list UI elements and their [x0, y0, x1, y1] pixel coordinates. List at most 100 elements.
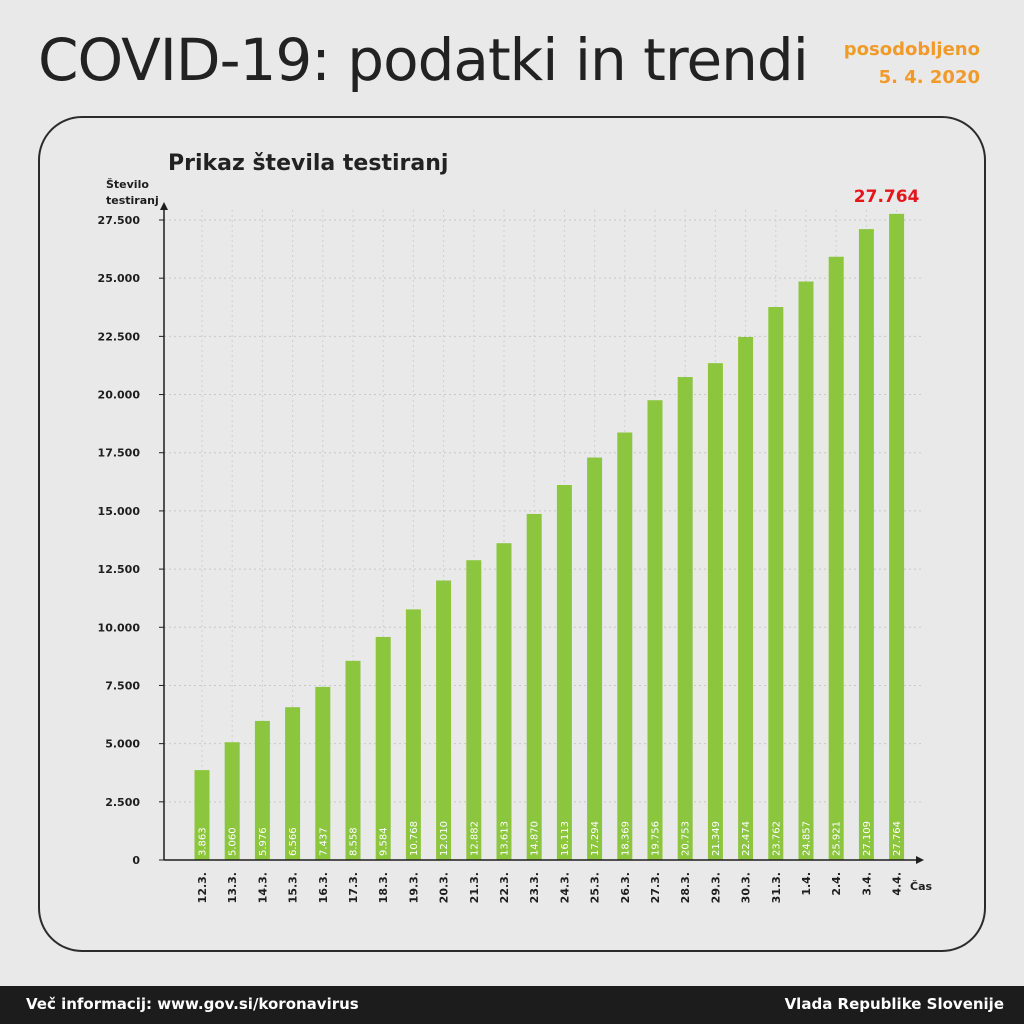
x-tick-label: 18.3. — [377, 872, 390, 903]
bar — [194, 770, 210, 860]
x-tick-label: 20.3. — [438, 872, 451, 903]
x-tick-label: 24.3. — [558, 872, 571, 903]
bar — [254, 720, 270, 860]
bar — [587, 457, 603, 860]
page-title: COVID-19: podatki in trendi — [38, 26, 809, 94]
bar — [707, 363, 723, 860]
y-tick-label: 22.500 — [98, 330, 141, 343]
highlight-value-label: 27.764 — [854, 187, 920, 207]
x-tick-label: 13.3. — [226, 872, 239, 903]
footer: Več informacij: www.gov.si/koronavirus V… — [0, 986, 1024, 1024]
bar — [556, 485, 572, 860]
x-tick-label: 25.3. — [589, 872, 602, 903]
bar-value-label: 23.762 — [771, 821, 782, 856]
bar — [526, 513, 542, 860]
bar-value-label: 20.753 — [681, 821, 692, 856]
bar — [315, 686, 331, 860]
bar-value-label: 12.882 — [469, 821, 480, 856]
bar-value-label: 9.584 — [379, 827, 390, 856]
x-axis-arrow — [916, 856, 924, 864]
footer-info-link[interactable]: Več informacij: www.gov.si/koronavirus — [26, 995, 359, 1013]
bar — [375, 636, 391, 860]
bar — [224, 742, 240, 860]
x-tick-label: 31.3. — [770, 872, 783, 903]
bar-value-label: 16.113 — [560, 821, 571, 856]
y-tick-label: 10.000 — [98, 621, 141, 634]
x-tick-label: 16.3. — [317, 872, 330, 903]
x-tick-label: 19.3. — [407, 872, 420, 903]
y-tick-label: 20.000 — [98, 389, 141, 402]
bar-value-label: 22.474 — [741, 821, 752, 856]
x-tick-label: 22.3. — [498, 872, 511, 903]
x-tick-label: 12.3. — [196, 872, 209, 903]
x-tick-label: 26.3. — [619, 872, 632, 903]
bar — [496, 543, 512, 860]
bar — [345, 660, 361, 860]
y-tick-label: 2.500 — [105, 796, 140, 809]
bar — [889, 213, 905, 860]
y-axis-title-line-1: Število — [106, 178, 149, 191]
bar — [436, 580, 452, 860]
y-tick-label: 0 — [132, 854, 140, 867]
bar-value-label: 5.976 — [258, 827, 269, 856]
x-tick-label: 4.4. — [891, 872, 904, 896]
bar — [858, 229, 874, 861]
bar — [738, 336, 754, 860]
chart-panel: Prikaz števila testiranj Število testiranj… — [38, 116, 986, 952]
updated-label: posodobljeno — [843, 39, 980, 60]
y-axis-arrow — [160, 202, 168, 210]
bar-value-label: 18.369 — [620, 821, 631, 856]
y-tick-label: 17.500 — [98, 447, 141, 460]
bar — [768, 306, 784, 860]
x-tick-label: 21.3. — [468, 872, 481, 903]
y-tick-label: 15.000 — [98, 505, 141, 518]
bar-value-label: 27.764 — [892, 821, 903, 856]
x-tick-label: 29.3. — [709, 872, 722, 903]
bar — [828, 256, 844, 860]
bar-value-label: 12.010 — [439, 821, 450, 856]
x-tick-label: 23.3. — [528, 872, 541, 903]
y-tick-label: 5.000 — [105, 738, 140, 751]
bar-value-label: 13.613 — [500, 821, 511, 856]
x-tick-label: 3.4. — [860, 872, 873, 896]
x-tick-label: 27.3. — [649, 872, 662, 903]
bar-value-label: 27.109 — [862, 821, 873, 856]
bar-value-label: 21.349 — [711, 821, 722, 856]
bar — [405, 609, 421, 860]
y-tick-label: 25.000 — [98, 272, 141, 285]
bar-value-label: 19.756 — [651, 821, 662, 856]
y-tick-label: 12.500 — [98, 563, 141, 576]
bar-chart: Prikaz števila testiranj Število testiranj… — [98, 151, 933, 903]
bar — [617, 432, 633, 860]
bar — [677, 377, 693, 860]
bar-value-label: 10.768 — [409, 821, 420, 856]
x-tick-label: 1.4. — [800, 872, 813, 896]
bar-value-label: 14.870 — [530, 821, 541, 856]
bar-value-label: 6.566 — [288, 827, 299, 856]
bar-value-label: 8.558 — [349, 827, 360, 856]
x-tick-label: 30.3. — [740, 872, 753, 903]
bar-value-label: 24.857 — [802, 821, 813, 856]
bar — [285, 707, 301, 860]
y-tick-label: 27.500 — [98, 214, 141, 227]
bar-value-label: 7.437 — [318, 827, 329, 856]
y-tick-label: 7.500 — [105, 679, 140, 692]
bar-value-label: 3.863 — [198, 827, 209, 856]
updated-date: 5. 4. 2020 — [878, 67, 980, 88]
bar — [798, 281, 814, 860]
chart-title: Prikaz števila testiranj — [168, 151, 448, 176]
x-tick-label: 2.4. — [830, 872, 843, 896]
y-axis-title-line-2: testiranj — [106, 194, 159, 207]
x-tick-label: 15.3. — [287, 872, 300, 903]
bar-value-label: 17.294 — [590, 821, 601, 856]
footer-source: Vlada Republike Slovenije — [784, 995, 1004, 1013]
bar — [466, 560, 482, 860]
x-tick-label: 14.3. — [256, 872, 269, 903]
bar-value-label: 5.060 — [228, 827, 239, 856]
x-axis-title: Čas — [910, 880, 932, 893]
x-tick-label: 28.3. — [679, 872, 692, 903]
x-tick-label: 17.3. — [347, 872, 360, 903]
bar-value-label: 25.921 — [832, 821, 843, 856]
update-info: posodobljeno 5. 4. 2020 — [844, 36, 980, 92]
bar — [647, 400, 663, 860]
